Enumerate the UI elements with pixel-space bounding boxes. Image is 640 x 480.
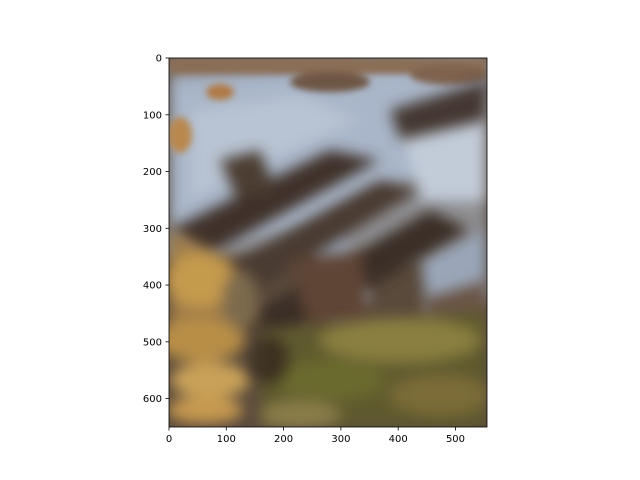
y-axis: 0 100 200 300 400 500 600 [143, 54, 169, 405]
y-tick-label: 0 [156, 54, 162, 65]
x-axis: 0 100 200 300 400 500 [166, 427, 465, 445]
green-hills [250, 310, 487, 427]
x-tick-label: 200 [274, 434, 293, 445]
y-tick-label: 200 [143, 167, 162, 178]
golden-hills [169, 228, 260, 424]
x-tick-label: 500 [446, 434, 465, 445]
y-tick-label: 100 [143, 110, 162, 121]
top-ridge [169, 58, 487, 153]
image-frame [168, 57, 488, 428]
x-tick-label: 300 [331, 434, 350, 445]
y-tick-label: 600 [143, 394, 162, 405]
image-canvas [169, 58, 487, 427]
y-tick-label: 400 [143, 281, 162, 292]
x-tick-label: 0 [166, 434, 172, 445]
x-tick-label: 400 [389, 434, 408, 445]
x-tick-label: 100 [217, 434, 236, 445]
y-tick-label: 500 [143, 337, 162, 348]
y-tick-label: 300 [143, 224, 162, 235]
